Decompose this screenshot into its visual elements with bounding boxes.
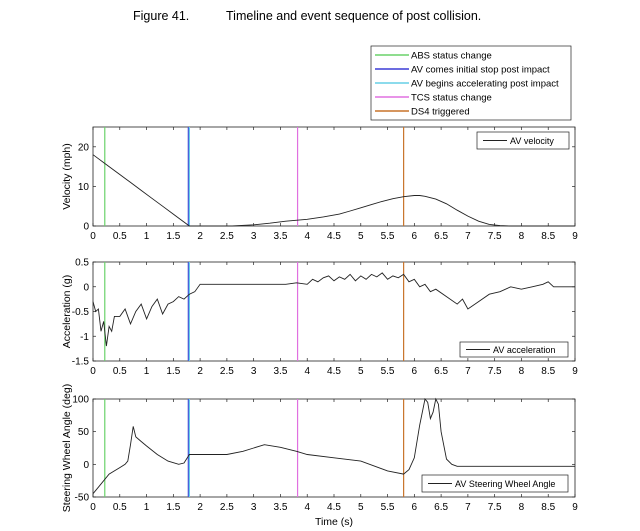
series-legend-label: AV velocity [510,136,554,146]
y-tick-label: 0.5 [75,258,89,269]
figure-caption: Timeline and event sequence of post coll… [226,9,482,23]
series-line-velocity [92,154,575,227]
x-axis-label: Time (s) [315,516,353,528]
x-tick-label: 9 [572,231,578,242]
x-tick-label: 3.5 [273,502,287,513]
x-tick-label: 3 [251,231,257,242]
y-tick-label: 0 [83,282,89,293]
x-tick-label: 7.5 [488,231,502,242]
x-tick-label: 6.5 [434,366,448,377]
panel-steering: 0 0.5 1 1.5 2 2.5 3 3.5 4 4.5 5 5.5 6 6.5 7 7.5 8 8.5 9 -50… [61,384,578,528]
x-tick-label: 4 [304,366,310,377]
x-tick-label: 4 [304,502,310,513]
x-tick-label: 5.5 [381,502,395,513]
x-tick-label: 6 [412,366,418,377]
y-tick-label: 10 [78,182,90,193]
x-tick-label: 6.5 [434,231,448,242]
x-tick-label: 6 [412,231,418,242]
x-tick-label: 2.5 [220,366,234,377]
x-tick-label: 3 [251,366,257,377]
y-tick-label: -1.5 [72,357,90,368]
x-tick-label: 5 [358,502,364,513]
x-tick-label: 4.5 [327,366,341,377]
y-tick-label: -1 [80,332,89,343]
x-tick-label: 3 [251,502,257,513]
series-legend-velocity [476,131,570,150]
event-legend: ABS status change AV comes initial stop p… [370,45,572,121]
x-tick-label: 9 [572,502,578,513]
x-tick-label: 7 [465,366,471,377]
x-tick-label: 8.5 [541,502,555,513]
event-legend-label-2: AV comes initial stop post impact [411,65,550,76]
x-tick-label: 5.5 [381,366,395,377]
series-line-acceleration [92,272,575,347]
x-tick-label: 1.5 [166,502,180,513]
figure-title: Figure 41. Timeline and event sequence o… [0,9,640,29]
y-tick-label: 0 [83,460,89,471]
y-tick-label: 100 [72,395,89,406]
x-tick-label: 2.5 [220,231,234,242]
x-tick-label: 3.5 [273,231,287,242]
y-tick-label: -50 [75,493,90,504]
y-tick-label: -0.5 [72,307,90,318]
x-tick-label: 1 [144,502,150,513]
y-axis-label: Velocity (mph) [61,143,73,210]
figure-number: Figure 41. [133,9,190,23]
x-tick-label: 8 [519,231,525,242]
event-legend-label-5: DS4 triggered [411,107,470,118]
event-legend-label-4: TCS status change [411,93,492,104]
x-tick-label: 8 [519,502,525,513]
x-tick-label: 2 [197,366,203,377]
x-tick-label: 9 [572,366,578,377]
x-tick-label: 4.5 [327,231,341,242]
y-tick-label: 0 [83,222,89,233]
series-legend-label: AV acceleration [493,345,555,355]
panel-velocity: 0 0.5 1 1.5 2 2.5 3 3.5 4 4.5 5 5.5 6 6.5 7 7.5 8 8.5 9 0 10… [61,126,578,242]
y-tick-label: 20 [78,142,90,153]
x-tick-label: 7.5 [488,502,502,513]
series-legend-steering [421,474,569,493]
x-tick-label: 0.5 [113,231,127,242]
x-tick-label: 0.5 [113,366,127,377]
event-legend-label-1: ABS status change [411,51,492,62]
x-tick-label: 2 [197,502,203,513]
y-axis-label: Steering Wheel Angle (deg) [61,384,73,512]
x-tick-label: 2 [197,231,203,242]
x-tick-label: 3.5 [273,366,287,377]
series-legend-label: AV Steering Wheel Angle [455,479,555,489]
x-tick-label: 5 [358,366,364,377]
y-axis-label: Acceleration (g) [61,275,73,349]
x-tick-label: 6 [412,502,418,513]
x-tick-label: 8 [519,366,525,377]
panel-acceleration: 0 0.5 1 1.5 2 2.5 3 3.5 4 4.5 5 5.5 6 6.5 7 7.5 8 8.5 9 -1.… [61,258,578,378]
x-tick-label: 5.5 [381,231,395,242]
x-tick-label: 7.5 [488,366,502,377]
x-tick-label: 7 [465,502,471,513]
event-legend-label-3: AV begins accelerating post impact [411,79,559,90]
x-tick-label: 6.5 [434,502,448,513]
x-tick-label: 1.5 [166,366,180,377]
x-tick-label: 0.5 [113,502,127,513]
x-tick-label: 1.5 [166,231,180,242]
x-tick-label: 0 [90,502,96,513]
x-tick-label: 4.5 [327,502,341,513]
x-tick-label: 8.5 [541,231,555,242]
x-tick-label: 8.5 [541,366,555,377]
x-tick-label: 1 [144,366,150,377]
series-legend-acceleration [459,341,569,358]
x-tick-label: 5 [358,231,364,242]
x-tick-label: 0 [90,231,96,242]
x-tick-label: 0 [90,366,96,377]
x-tick-label: 2.5 [220,502,234,513]
x-tick-label: 1 [144,231,150,242]
x-tick-label: 7 [465,231,471,242]
x-tick-label: 4 [304,231,310,242]
y-tick-label: 50 [78,427,90,438]
series-line-steering [92,397,575,494]
